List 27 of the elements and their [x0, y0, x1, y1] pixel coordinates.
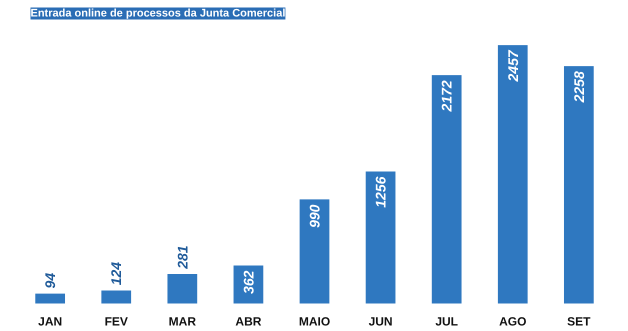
data-label: 1256 — [372, 176, 389, 208]
bar — [167, 274, 198, 304]
data-label: 362 — [240, 270, 256, 294]
bar — [366, 171, 396, 304]
data-label: 2258 — [570, 71, 587, 104]
x-tick-label: SET — [567, 314, 592, 328]
data-label: 124 — [108, 262, 124, 286]
bar — [498, 45, 528, 304]
x-tick-label: MAIO — [298, 314, 330, 328]
bar — [300, 199, 330, 304]
x-tick-label: AGO — [499, 314, 526, 328]
chart-title: Entrada online de processos da Junta Comercial — [30, 8, 286, 20]
data-label: 2457 — [504, 49, 521, 82]
x-tick-label: ABR — [235, 314, 262, 328]
x-tick-label: MAR — [168, 314, 196, 328]
data-label: 2172 — [438, 80, 455, 112]
data-label: 281 — [174, 245, 190, 270]
data-label: 990 — [306, 204, 322, 228]
bar — [101, 290, 132, 304]
x-tick-label: FEV — [104, 314, 128, 328]
x-tick-label: JAN — [38, 314, 62, 328]
x-tick-label: JUN — [368, 314, 393, 328]
x-tick-label: JUL — [435, 314, 458, 328]
bar — [35, 294, 66, 304]
data-label: 94 — [42, 272, 58, 288]
bar — [432, 75, 462, 304]
bar — [564, 66, 594, 304]
